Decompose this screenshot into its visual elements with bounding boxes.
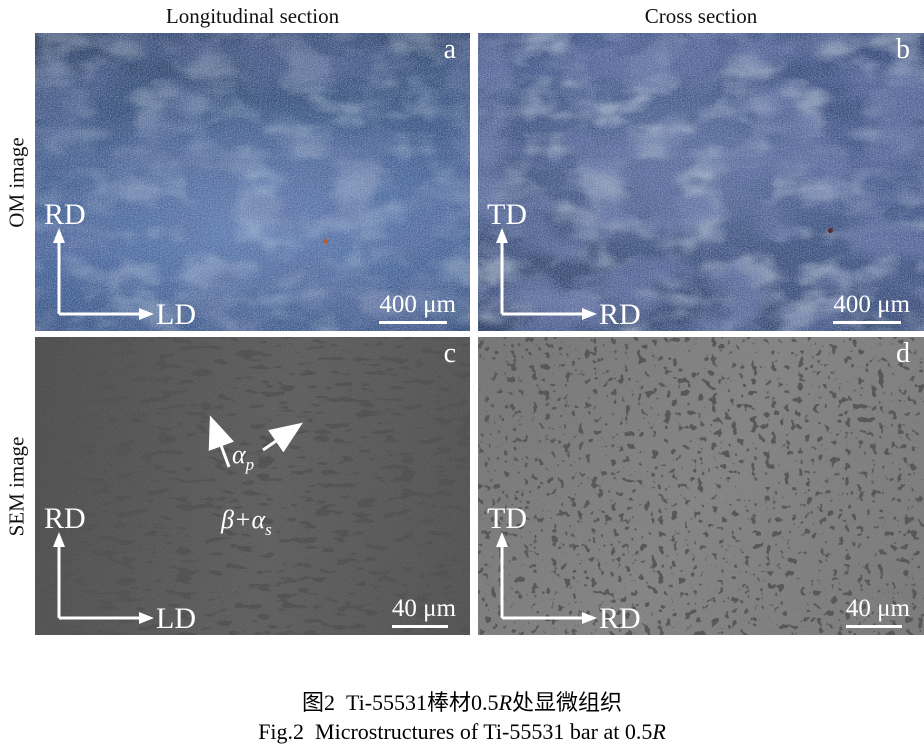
caption-english: Fig.2 Microstructures of Ti-55531 bar at…: [258, 719, 666, 744]
scale-bar-line: [379, 321, 447, 324]
scale-bar-label: 400 μm: [833, 290, 910, 318]
vertical-axis-label: TD: [487, 502, 527, 535]
scale-bar-line: [391, 625, 449, 628]
axis-arrows: TD RD: [487, 198, 641, 326]
scale-bar: 40 μm: [845, 594, 910, 628]
panel-letter: c: [443, 338, 456, 369]
vertical-axis-label: TD: [487, 198, 527, 231]
column-header-longitudinal: Longitudinal section: [165, 4, 340, 28]
scale-bar: 40 μm: [391, 594, 456, 628]
column-header-cross: Cross section: [644, 4, 758, 28]
row-header-sem-label: SEM image: [4, 436, 29, 536]
scale-bar-label: 40 μm: [391, 594, 456, 622]
scale-bar-label: 400 μm: [379, 290, 456, 318]
panel-letter: d: [896, 338, 910, 369]
panel-letter: b: [896, 34, 910, 65]
scale-bar: 400 μm: [833, 290, 910, 324]
row-header-om-label: OM image: [4, 136, 29, 228]
vertical-axis-label: RD: [44, 198, 86, 231]
arrow-right-icon: [139, 308, 154, 320]
scale-bar: 400 μm: [379, 290, 456, 324]
arrow-right-icon: [139, 612, 154, 624]
artifact-dot: [323, 239, 328, 244]
horizontal-axis-label: RD: [599, 298, 641, 326]
scale-bar-line: [833, 321, 901, 324]
panel-d-sem-cross: d TD RD 40 μm: [478, 337, 924, 635]
scale-bar-label: 40 μm: [845, 594, 910, 622]
annotation-beta-alpha-s: β+αs: [221, 505, 272, 539]
horizontal-axis-label: LD: [156, 602, 196, 630]
arrow-right-icon: [582, 308, 597, 320]
axis-arrows: TD RD: [487, 502, 641, 630]
panel-c-sem-longitudinal: αp β+αs c RD LD 40 μm: [35, 337, 470, 635]
arrow-up-icon: [496, 228, 508, 243]
row-header-om: OM image: [0, 33, 34, 331]
scale-bar-line: [845, 625, 903, 628]
row-header-sem: SEM image: [0, 337, 34, 635]
axis-arrows: RD LD: [44, 198, 196, 326]
caption-chinese: 图2 Ti-55531棒材0.5R处显微组织: [301, 690, 623, 715]
arrow-up-icon: [53, 228, 65, 243]
panel-letter: a: [443, 34, 456, 65]
panel-a-om-longitudinal: a RD LD 400 μm: [35, 33, 470, 331]
annotation-alpha-p: αp: [232, 440, 255, 474]
artifact-dot: [828, 228, 833, 233]
horizontal-axis-label: LD: [156, 298, 196, 326]
axis-arrows: RD LD: [44, 502, 196, 630]
arrow-up-icon: [53, 532, 65, 547]
horizontal-axis-label: RD: [599, 602, 641, 630]
vertical-axis-label: RD: [44, 502, 86, 535]
panel-b-om-cross: b TD RD 400 μm: [478, 33, 924, 331]
arrow-right-icon: [582, 612, 597, 624]
arrow-up-icon: [496, 532, 508, 547]
